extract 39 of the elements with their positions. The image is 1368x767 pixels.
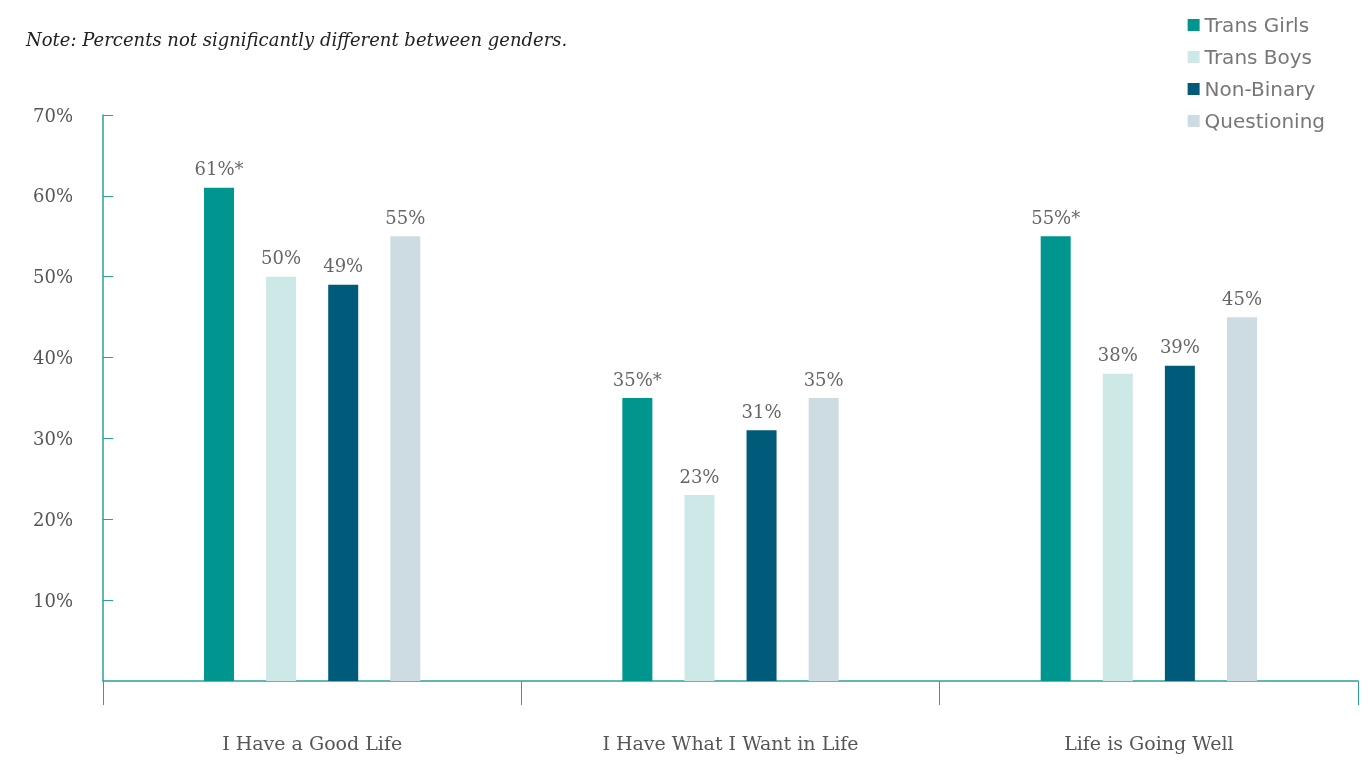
data-label: 38%	[1097, 344, 1138, 366]
bar	[390, 236, 421, 681]
data-label: 50%	[261, 247, 302, 269]
x-tick-label: I Have a Good Life	[222, 731, 403, 754]
data-label: 61%*	[194, 158, 244, 180]
data-label: 35%*	[612, 368, 662, 390]
bar	[328, 284, 359, 681]
x-tick-label: I Have What I Want in Life	[602, 731, 859, 754]
bar	[622, 398, 653, 681]
bar	[1102, 373, 1133, 681]
x-tick-label: Life is Going Well	[1064, 731, 1234, 754]
text: Note: Percents not significantly different between genders.	[25, 28, 568, 50]
bar	[204, 187, 235, 681]
data-label: 55%*	[1031, 206, 1081, 228]
y-tick-label: 60%	[32, 185, 73, 207]
y-tick-label: 50%	[32, 266, 73, 288]
legend-label: Questioning	[1204, 109, 1326, 133]
data-label: 49%	[323, 255, 364, 277]
bar	[1164, 365, 1195, 681]
legend-label: Trans Girls	[1203, 13, 1310, 37]
bar	[266, 276, 297, 681]
data-label: 39%	[1159, 336, 1200, 358]
y-tick-label: 10%	[32, 589, 73, 611]
legend-label: Non-Binary	[1204, 77, 1316, 101]
data-label: 55%	[385, 206, 426, 228]
data-label: 35%	[803, 368, 844, 390]
y-tick-label: 30%	[32, 427, 73, 449]
data-label: 23%	[679, 465, 720, 487]
y-tick-label: 40%	[32, 347, 73, 369]
bar	[746, 430, 777, 681]
data-label: 45%	[1221, 287, 1262, 309]
data-label: 31%	[741, 400, 782, 422]
bar	[684, 495, 715, 681]
y-tick-label: 70%	[32, 104, 73, 126]
legend-label: Trans Boys	[1203, 45, 1313, 69]
bar	[1040, 236, 1071, 681]
bar	[1226, 317, 1257, 681]
bar	[808, 398, 839, 681]
y-tick-label: 20%	[32, 508, 73, 530]
